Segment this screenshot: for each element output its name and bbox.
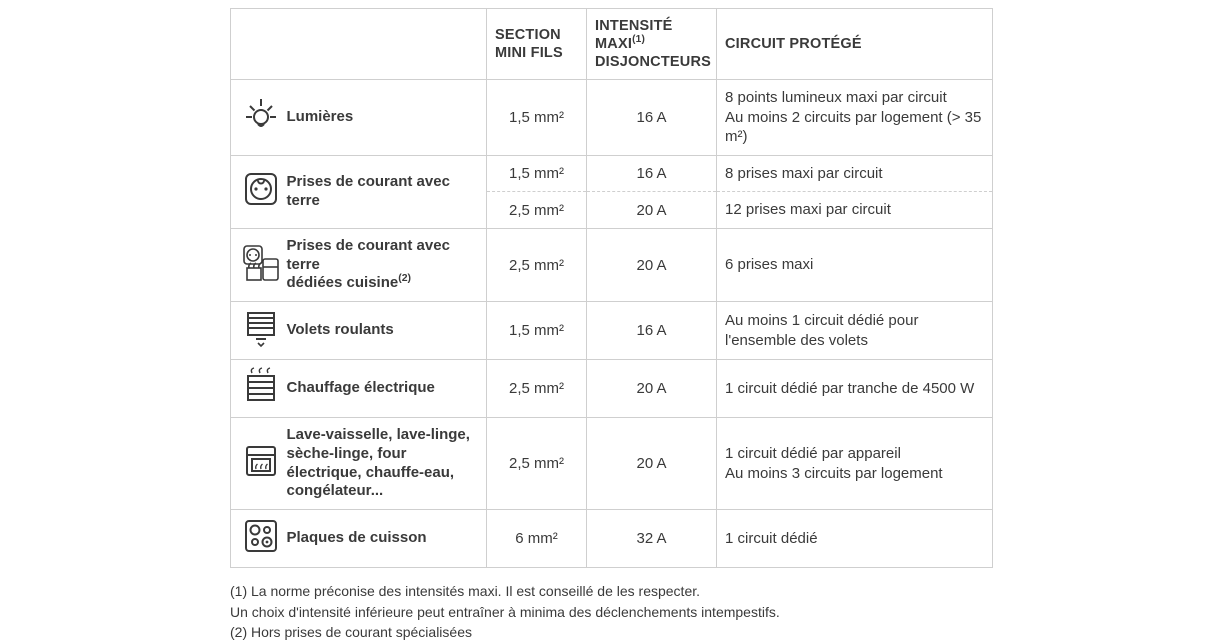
icon-cell bbox=[231, 360, 285, 418]
table-row: Prises de courant avec terre 1,5 mm² 16 … bbox=[231, 155, 993, 192]
table-row: Prises de courant avec terre dédiées cui… bbox=[231, 228, 993, 301]
header-intensity: INTENSITÉ MAXI(1) DISJONCTEURS bbox=[587, 9, 717, 80]
row-intensity: 16 A bbox=[587, 302, 717, 360]
row-circuit: 1 circuit dédié par tranche de 4500 W bbox=[717, 360, 993, 418]
row-circuit: 6 prises maxi bbox=[717, 228, 993, 301]
roller-shutter-icon bbox=[241, 308, 281, 348]
row-section: 2,5 mm² bbox=[487, 192, 587, 229]
row-label: Lumières bbox=[285, 80, 487, 156]
row-intensity: 16 A bbox=[587, 80, 717, 156]
electrical-spec-container: SECTION MINI FILS INTENSITÉ MAXI(1) DISJ… bbox=[230, 0, 992, 643]
row-intensity: 32 A bbox=[587, 510, 717, 568]
row-section: 2,5 mm² bbox=[487, 228, 587, 301]
icon-cell bbox=[231, 418, 285, 510]
row-label-l1: Prises de courant avec terre bbox=[287, 237, 450, 273]
row-section: 1,5 mm² bbox=[487, 80, 587, 156]
row-circuit: Au moins 1 circuit dédié pour l'ensemble… bbox=[717, 302, 993, 360]
row-section: 6 mm² bbox=[487, 510, 587, 568]
lightbulb-icon bbox=[241, 95, 281, 135]
table-row: Lumières 1,5 mm² 16 A 8 points lumineux … bbox=[231, 80, 993, 156]
icon-cell bbox=[231, 80, 285, 156]
table-header-row: SECTION MINI FILS INTENSITÉ MAXI(1) DISJ… bbox=[231, 9, 993, 80]
kitchen-socket-icon bbox=[241, 243, 281, 283]
icon-cell bbox=[231, 155, 285, 228]
table-row: Lave-vaisselle, lave-linge, sèche-linge,… bbox=[231, 418, 993, 510]
row-section: 1,5 mm² bbox=[487, 155, 587, 192]
row-intensity: 20 A bbox=[587, 192, 717, 229]
header-intensity-l2: DISJONCTEURS bbox=[595, 54, 711, 70]
socket-icon bbox=[241, 169, 281, 209]
table-row: Volets roulants 1,5 mm² 16 A Au moins 1 … bbox=[231, 302, 993, 360]
row-label: Lave-vaisselle, lave-linge, sèche-linge,… bbox=[285, 418, 487, 510]
table-row: Plaques de cuisson 6 mm² 32 A 1 circuit … bbox=[231, 510, 993, 568]
row-intensity: 20 A bbox=[587, 418, 717, 510]
row-circuit: 8 points lumineux maxi par circuitAu moi… bbox=[717, 80, 993, 156]
header-section: SECTION MINI FILS bbox=[487, 9, 587, 80]
heater-icon bbox=[241, 366, 281, 406]
footnote-2: (2) Hors prises de courant spécialisées bbox=[230, 623, 992, 643]
row-label-sup: (2) bbox=[398, 272, 411, 284]
row-circuit: 12 prises maxi par circuit bbox=[717, 192, 993, 229]
row-circuit: 8 prises maxi par circuit bbox=[717, 155, 993, 192]
row-intensity: 20 A bbox=[587, 360, 717, 418]
oven-icon bbox=[241, 441, 281, 481]
icon-cell bbox=[231, 510, 285, 568]
row-label: Volets roulants bbox=[285, 302, 487, 360]
row-intensity: 16 A bbox=[587, 155, 717, 192]
row-section: 2,5 mm² bbox=[487, 360, 587, 418]
row-circuit: 1 circuit dédié bbox=[717, 510, 993, 568]
electrical-spec-table: SECTION MINI FILS INTENSITÉ MAXI(1) DISJ… bbox=[230, 8, 993, 568]
row-circuit: 1 circuit dédié par appareilAu moins 3 c… bbox=[717, 418, 993, 510]
row-section: 2,5 mm² bbox=[487, 418, 587, 510]
row-label-l2: dédiées cuisine bbox=[287, 274, 399, 291]
row-label: Plaques de cuisson bbox=[285, 510, 487, 568]
row-label: Prises de courant avec terre bbox=[285, 155, 487, 228]
row-section: 1,5 mm² bbox=[487, 302, 587, 360]
footnotes: (1) La norme préconise des intensités ma… bbox=[230, 582, 992, 643]
row-intensity: 20 A bbox=[587, 228, 717, 301]
cooktop-icon bbox=[241, 516, 281, 556]
header-intensity-sup: (1) bbox=[632, 34, 645, 45]
icon-cell bbox=[231, 228, 285, 301]
header-empty bbox=[231, 9, 487, 80]
footnote-1b: Un choix d'intensité inférieure peut ent… bbox=[230, 603, 992, 623]
row-label: Chauffage électrique bbox=[285, 360, 487, 418]
header-circuit: CIRCUIT PROTÉGÉ bbox=[717, 9, 993, 80]
table-row: Chauffage électrique 2,5 mm² 20 A 1 circ… bbox=[231, 360, 993, 418]
row-label: Prises de courant avec terre dédiées cui… bbox=[285, 228, 487, 301]
footnote-1a: (1) La norme préconise des intensités ma… bbox=[230, 582, 992, 602]
icon-cell bbox=[231, 302, 285, 360]
